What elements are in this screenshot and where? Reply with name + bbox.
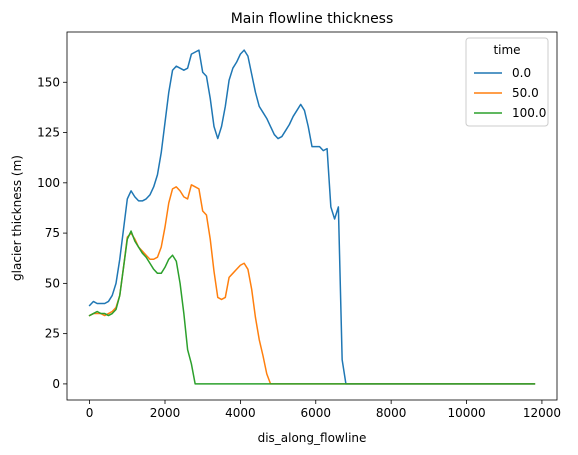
y-tick-label: 75 bbox=[45, 226, 60, 240]
y-tick-label: 100 bbox=[37, 176, 60, 190]
axes-layer: 0 2000 4000 6000 8000 10000 12000 0 25 50 75 100 125… bbox=[37, 31, 561, 420]
y-tick-label: 25 bbox=[45, 327, 60, 341]
y-tick-label: 0 bbox=[52, 377, 60, 391]
plot-frame bbox=[66, 31, 558, 401]
x-tick-label: 0 bbox=[86, 406, 94, 420]
legend-title: time bbox=[493, 43, 520, 57]
legend-label-0: 0.0 bbox=[512, 66, 531, 80]
legend-box bbox=[465, 37, 549, 127]
legend-label-2: 100.0 bbox=[512, 106, 546, 120]
y-tick-label: 50 bbox=[45, 276, 60, 290]
x-tick-label: 4000 bbox=[225, 406, 256, 420]
x-tick-label: 2000 bbox=[150, 406, 181, 420]
chart-title: Main flowline thickness bbox=[231, 11, 394, 27]
y-tick-label: 125 bbox=[37, 126, 60, 140]
x-tick-label: 6000 bbox=[300, 406, 331, 420]
x-tick-label: 12000 bbox=[523, 406, 561, 420]
y-tick-label: 150 bbox=[37, 75, 60, 89]
x-tick-label: 10000 bbox=[447, 406, 485, 420]
series-line-0 bbox=[88, 49, 536, 385]
x-tick-label: 8000 bbox=[376, 406, 407, 420]
series-layer bbox=[88, 49, 536, 385]
legend-label-1: 50.0 bbox=[512, 86, 539, 100]
series-line-2 bbox=[88, 230, 536, 385]
x-axis-label: dis_along_flowline bbox=[258, 431, 367, 445]
legend: time 0.0 50.0 100.0 bbox=[465, 37, 549, 127]
y-axis-label: glacier thickness (m) bbox=[10, 155, 24, 281]
